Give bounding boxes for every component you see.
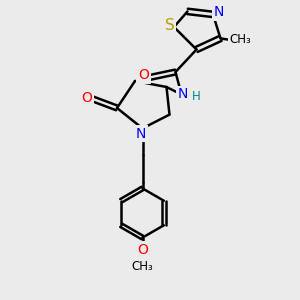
Text: O: O [137,243,148,256]
Text: CH₃: CH₃ [229,33,251,46]
Text: N: N [136,127,146,141]
Text: O: O [81,91,92,104]
Text: O: O [138,68,149,82]
Text: N: N [213,5,224,19]
Text: S: S [165,18,174,33]
Text: N: N [178,88,188,101]
Text: H: H [192,89,201,103]
Text: CH₃: CH₃ [132,260,153,273]
